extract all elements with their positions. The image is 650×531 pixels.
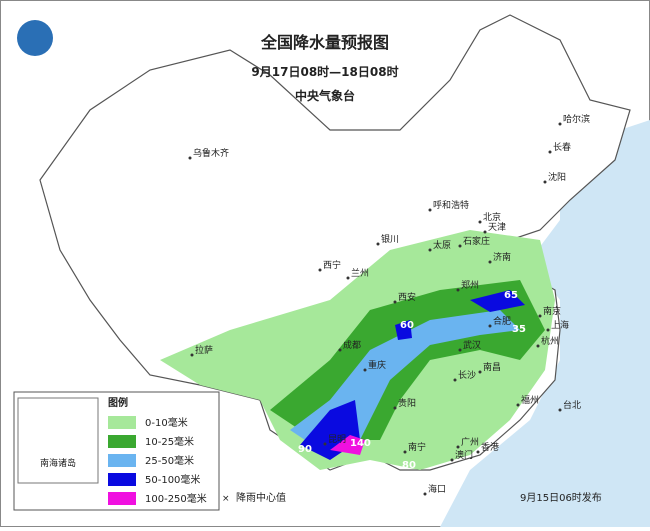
- city-label: 贵阳: [398, 397, 416, 409]
- legend-label: 50-100毫米: [145, 473, 200, 486]
- city-dot: [488, 324, 492, 328]
- city-dot: [393, 406, 397, 410]
- rain-zone: [300, 290, 525, 460]
- city-label: 乌鲁木齐: [193, 147, 229, 159]
- legend-label: 降雨中心值: [236, 491, 286, 504]
- legend-label: 100-250毫米: [145, 492, 207, 505]
- city-dot: [338, 348, 342, 352]
- city-label: 呼和浩特: [433, 199, 469, 211]
- city-dot: [423, 492, 427, 496]
- city-label: 太原: [433, 239, 451, 251]
- city-label: 台北: [563, 399, 581, 411]
- city-label: 广州: [461, 436, 479, 448]
- city-label: 重庆: [368, 359, 386, 371]
- city-label: 西宁: [323, 259, 341, 271]
- city-label: 石家庄: [463, 235, 490, 247]
- city-label: 西安: [398, 291, 416, 303]
- city-dot: [188, 156, 192, 160]
- logo: [17, 20, 53, 56]
- rain-center-value: 65: [504, 290, 518, 301]
- city-label: 南昌: [483, 361, 501, 373]
- legend-swatch: [108, 435, 136, 448]
- city-label: 成都: [343, 339, 361, 351]
- city-label: 长春: [553, 141, 571, 153]
- city-label: 海口: [428, 483, 446, 495]
- city-dot: [456, 445, 460, 449]
- city-dot: [318, 268, 322, 272]
- legend-swatch: [108, 454, 136, 467]
- legend-swatch: [108, 492, 136, 505]
- city-dot: [363, 368, 367, 372]
- city-label: 兰州: [351, 267, 369, 279]
- city-dot: [483, 230, 487, 234]
- city-label: 香港: [481, 441, 499, 453]
- city-dot: [458, 348, 462, 352]
- city-label: 澳门: [455, 449, 473, 461]
- title: 全国降水量预报图: [260, 33, 389, 52]
- inset: [17, 397, 99, 484]
- city-dot: [428, 248, 432, 252]
- city-label: 郑州: [461, 279, 479, 291]
- footer: 9月15日06时发布: [520, 491, 602, 504]
- city-dot: [476, 450, 480, 454]
- rain-center-value: 35: [512, 324, 526, 335]
- city-label: 合肥: [493, 315, 511, 327]
- city-label: 昆明: [328, 434, 346, 445]
- city-dot: [376, 242, 380, 246]
- city-label: 杭州: [541, 335, 559, 347]
- city-dot: [323, 442, 327, 446]
- city-label: 南京: [543, 305, 561, 317]
- rain-zone: [330, 435, 365, 455]
- city-dot: [478, 370, 482, 374]
- city-dot: [478, 220, 482, 224]
- city-label: 武汉: [463, 339, 481, 351]
- city-label: 南宁: [408, 441, 426, 453]
- city-dot: [450, 458, 454, 462]
- city-dot: [190, 353, 194, 357]
- city-dot: [536, 344, 540, 348]
- city-dot: [546, 328, 550, 332]
- city-dot: [403, 450, 407, 454]
- issuer: 中央气象台: [295, 88, 355, 103]
- legend-title: 图例: [108, 396, 128, 409]
- city-label: 上海: [551, 319, 569, 331]
- rain-center-value: 60: [400, 320, 414, 331]
- city-dot: [456, 288, 460, 292]
- city-label: 哈尔滨: [563, 113, 590, 125]
- city-dot: [538, 314, 542, 318]
- city-label: 银川: [381, 233, 399, 245]
- legend-swatch: [108, 473, 136, 486]
- legend-label: 25-50毫米: [145, 454, 194, 467]
- city-label: 北京: [483, 211, 501, 223]
- legend-swatch: [108, 416, 136, 429]
- city-label: 拉萨: [195, 344, 213, 356]
- city-dot: [548, 150, 552, 154]
- inset-label: 南海诸岛: [40, 457, 76, 469]
- city-dot: [458, 244, 462, 248]
- city-dot: [453, 378, 457, 382]
- city-dot: [346, 276, 350, 280]
- rain-center-value: 80: [402, 460, 416, 471]
- city-label: 沈阳: [548, 171, 566, 183]
- legend-label: 0-10毫米: [145, 416, 188, 429]
- city-label: 长沙: [458, 369, 476, 381]
- city-dot: [516, 403, 520, 407]
- city-label: 福州: [521, 394, 539, 406]
- rain-center-value: 140: [350, 438, 371, 449]
- city-dot: [488, 260, 492, 264]
- sea: [440, 120, 650, 527]
- city-label: 济南: [493, 251, 511, 263]
- city-dot: [558, 122, 562, 126]
- city-dot: [543, 180, 547, 184]
- legend-symbol: ×: [222, 494, 230, 504]
- rain-center-value: 90: [298, 444, 312, 455]
- city-label: 天津: [488, 222, 506, 233]
- city-dot: [393, 300, 397, 304]
- city-dot: [428, 208, 432, 212]
- period: 9月17日08时—18日08时: [251, 64, 398, 79]
- city-dot: [558, 408, 562, 412]
- legend-label: 10-25毫米: [145, 435, 194, 448]
